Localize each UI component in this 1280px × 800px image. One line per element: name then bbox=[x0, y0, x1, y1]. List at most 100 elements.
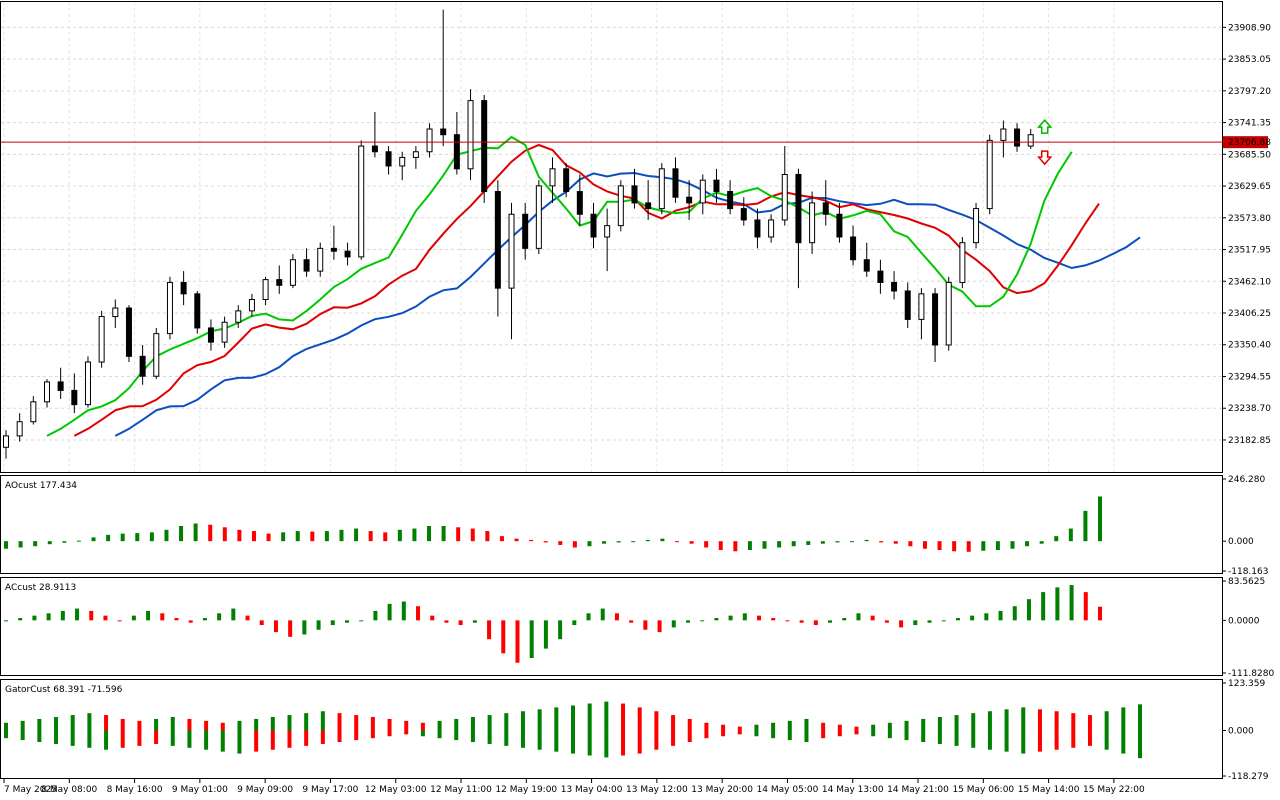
gator-lower-bar bbox=[1054, 730, 1059, 750]
ac-bar bbox=[984, 613, 989, 621]
ac-bar bbox=[1041, 592, 1046, 621]
gator-lower-bar bbox=[721, 730, 726, 737]
ac-bar bbox=[558, 620, 563, 640]
ma-line-blue bbox=[114, 171, 1141, 437]
ac-bar bbox=[1026, 599, 1031, 621]
gator-upper-bar bbox=[1054, 711, 1059, 731]
ao-bar bbox=[397, 529, 402, 542]
ac-bar bbox=[1083, 592, 1088, 621]
main-y-tick-label: 23741.35 bbox=[1228, 119, 1271, 129]
ac-bar bbox=[1012, 606, 1017, 621]
ac-bar bbox=[174, 617, 179, 621]
candle-bear bbox=[1014, 128, 1021, 147]
gator-upper-bar bbox=[721, 724, 726, 731]
gator-lower-bar bbox=[487, 730, 492, 744]
candle-bear bbox=[303, 259, 310, 272]
candle-bull bbox=[617, 185, 624, 227]
main-y-tick-label: 23238.70 bbox=[1228, 404, 1271, 414]
ao-bar bbox=[791, 541, 796, 547]
gator-lower-bar bbox=[170, 730, 175, 746]
gator-lower-bar bbox=[437, 730, 442, 739]
ao-bar bbox=[587, 541, 592, 547]
gator-upper-bar bbox=[637, 707, 642, 731]
gator-lower-bar bbox=[254, 730, 259, 752]
gator-title: GatorCust 68.391 -71.596 bbox=[5, 685, 123, 695]
candle-bull bbox=[809, 202, 816, 244]
ao-pane-frame bbox=[0, 475, 1223, 574]
ac-bar bbox=[316, 620, 321, 630]
candle-bull bbox=[1027, 134, 1034, 147]
gator-lower-bar bbox=[137, 730, 142, 746]
gator-upper-bar bbox=[220, 722, 225, 731]
ac-bar bbox=[472, 620, 477, 623]
candle-bull bbox=[3, 435, 9, 448]
candle-bear bbox=[371, 145, 378, 153]
ao-bar bbox=[251, 531, 256, 542]
gator-lower-bar bbox=[904, 730, 909, 741]
ao-bar bbox=[908, 541, 913, 547]
gator-upper-bar bbox=[354, 715, 359, 731]
ac-bar bbox=[927, 620, 932, 623]
candle-bull bbox=[289, 259, 296, 286]
gator-upper-bar bbox=[37, 718, 42, 731]
gator-y-tick-label: -118.279 bbox=[1228, 772, 1269, 782]
ao-y-tick-label: -118.163 bbox=[1228, 567, 1268, 577]
candle-bull bbox=[781, 173, 788, 221]
x-tick-label: 12 May 19:00 bbox=[495, 785, 557, 795]
candle-bull bbox=[262, 279, 269, 301]
candle-bull bbox=[399, 156, 406, 167]
candle-bull bbox=[358, 145, 365, 258]
ac-bar bbox=[387, 603, 392, 621]
gator-upper-bar bbox=[654, 711, 659, 731]
ao-bar bbox=[412, 528, 417, 542]
gator-lower-bar bbox=[337, 730, 342, 743]
gator-lower-bar bbox=[420, 730, 425, 737]
x-tick-label: 14 May 21:00 bbox=[887, 785, 949, 795]
gator-lower-bar bbox=[771, 730, 776, 739]
current-price-label: 23706.88 bbox=[1228, 138, 1271, 148]
candle-bull bbox=[1000, 128, 1007, 141]
ac-bar bbox=[1069, 585, 1074, 621]
gator-upper-bar bbox=[804, 718, 809, 731]
ao-bar bbox=[631, 541, 636, 543]
ao-bar bbox=[76, 540, 81, 542]
sell-signal-arrow bbox=[1037, 150, 1053, 166]
candle-bear bbox=[563, 168, 570, 193]
candle-bull bbox=[535, 185, 542, 249]
gator-lower-bar bbox=[854, 730, 859, 735]
x-tick-label: 14 May 05:00 bbox=[757, 785, 819, 795]
ac-bar bbox=[1055, 587, 1060, 621]
candle-bear bbox=[139, 355, 146, 377]
gator-upper-bar bbox=[304, 713, 309, 731]
ac-bar bbox=[870, 615, 875, 621]
gator-lower-bar bbox=[154, 730, 159, 744]
gator-upper-bar bbox=[904, 720, 909, 731]
candle-bull bbox=[508, 213, 515, 289]
gator-upper-bar bbox=[737, 726, 742, 731]
candle-bull bbox=[604, 225, 611, 238]
ac-bar bbox=[416, 606, 421, 621]
ao-bar bbox=[208, 524, 213, 542]
candle-bull bbox=[235, 310, 242, 323]
x-tick-label: 15 May 06:00 bbox=[952, 785, 1014, 795]
main-y-tick-label: 23573.80 bbox=[1228, 214, 1271, 224]
gator-lower-bar bbox=[1071, 730, 1076, 748]
gator-lower-bar bbox=[104, 730, 109, 750]
ao-bar bbox=[266, 533, 271, 542]
ac-bar bbox=[103, 615, 108, 621]
ac-bar bbox=[32, 615, 37, 621]
buy-signal-arrow bbox=[1037, 119, 1053, 134]
ao-bar bbox=[354, 528, 359, 542]
gator-y-tick-label: 0.000 bbox=[1228, 726, 1254, 736]
ac-bar bbox=[941, 620, 946, 622]
gator-upper-bar bbox=[487, 715, 492, 731]
ac-bar bbox=[231, 608, 236, 621]
gator-lower-bar bbox=[587, 730, 592, 756]
candle-bull bbox=[16, 421, 23, 437]
ac-bar bbox=[344, 620, 349, 623]
ao-bar bbox=[747, 541, 752, 551]
ac-bar bbox=[614, 613, 619, 621]
ao-bar bbox=[237, 529, 242, 542]
gator-upper-bar bbox=[821, 722, 826, 731]
